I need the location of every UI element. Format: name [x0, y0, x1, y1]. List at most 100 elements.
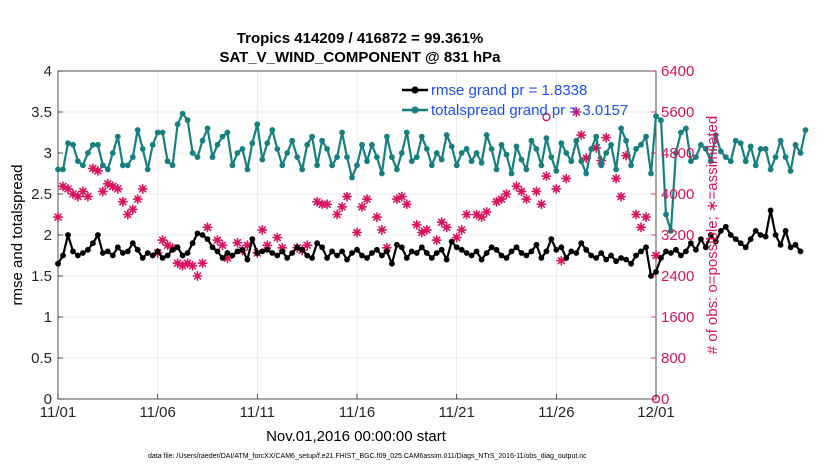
totalspread-point [194, 154, 201, 161]
rmse-point [767, 207, 774, 214]
totalspread-point [184, 117, 191, 124]
totalspread-point [398, 150, 405, 156]
assimilated-obs-marker [431, 235, 442, 246]
totalspread-point [214, 141, 221, 148]
assimilated-obs-marker [416, 227, 427, 238]
rmse-point [369, 250, 375, 256]
totalspread-point [394, 166, 400, 173]
totalspread-point [498, 141, 505, 148]
rmse-point [144, 250, 151, 256]
rmse-point [408, 248, 415, 255]
totalspread-series [55, 110, 809, 234]
assimilated-obs-marker [361, 194, 373, 205]
rmse-point [104, 248, 111, 255]
assimilated-obs-marker [87, 163, 98, 174]
totalspread-point [104, 166, 111, 173]
assimilated-obs-marker [177, 260, 188, 271]
rmse-point [513, 244, 520, 251]
assimilated-obs-marker [516, 186, 527, 197]
rmse-point [493, 246, 500, 253]
totalspread-point [199, 137, 206, 144]
x-tick-label: 11/01 [40, 404, 76, 421]
totalspread-point [787, 168, 794, 174]
right-axis: 0 800 1600 2400 3200 4000 4800 5600 6400 [651, 63, 694, 408]
totalspread-point [423, 146, 430, 152]
rmse-point [229, 252, 236, 259]
rmse-point [578, 240, 585, 247]
totalspread-point [134, 127, 141, 133]
rmse-point [254, 250, 261, 256]
rmse-point [633, 252, 639, 259]
totalspread-point [463, 146, 470, 152]
y-axis-label-left: rmse and totalspread [9, 165, 26, 306]
rmse-point [309, 255, 315, 261]
totalspread-point [742, 158, 749, 165]
rmse-point [159, 255, 166, 261]
assimilated-obs-marker [212, 235, 223, 246]
rmse-point [324, 255, 330, 261]
assimilated-obs-marker [322, 199, 333, 210]
totalspread-point [219, 133, 226, 140]
totalspread-point [239, 146, 246, 152]
rmse-point [194, 230, 201, 237]
rmse-point [717, 228, 724, 234]
rmse-point [119, 250, 126, 256]
totalspread-point [379, 170, 385, 177]
rmse-point [752, 228, 759, 234]
rmse-point [538, 255, 545, 261]
right-tick-label: 3200 [661, 227, 694, 244]
left-tick-label: 1 [44, 309, 52, 326]
rmse-point [294, 244, 301, 251]
assimilated-obs-marker [107, 181, 118, 192]
rmse-point [757, 232, 764, 238]
rmse-point [284, 255, 291, 261]
totalspread-point [558, 140, 565, 147]
footer-data-file: data file: /Users/raeder/DAI/ATM_forcXX/… [148, 453, 587, 460]
totalspread-point [408, 158, 415, 165]
assimilated-obs-marker [192, 270, 203, 282]
totalspread-point [279, 162, 286, 169]
rmse-point [109, 252, 116, 259]
assimilated-obs-marker [117, 196, 128, 207]
rmse-point [394, 241, 400, 248]
rmse-point [543, 248, 550, 255]
assimilated-obs-marker [541, 171, 552, 182]
totalspread-point [618, 125, 624, 132]
rmse-point [772, 232, 779, 238]
rmse-point [224, 250, 231, 256]
rmse-point [264, 246, 271, 253]
assimilated-obs-marker [232, 237, 243, 248]
totalspread-point [119, 162, 126, 169]
totalspread-point [698, 141, 704, 148]
totalspread-point [518, 156, 525, 163]
totalspread-point [443, 132, 450, 138]
assimilated-obs-marker [127, 204, 138, 215]
totalspread-point [513, 143, 520, 150]
totalspread-point [428, 162, 435, 169]
legend-spread-marker [411, 106, 419, 114]
assimilated-obs-marker [421, 224, 432, 235]
assimilated-obs-marker [471, 209, 482, 220]
rmse-point [319, 244, 325, 251]
totalspread-point [732, 137, 739, 144]
totalspread-point [139, 146, 146, 152]
rmse-point [503, 255, 510, 261]
rmse-point [463, 250, 470, 256]
assimilated-obs-marker [257, 224, 268, 235]
rmse-point [573, 250, 580, 256]
rmse-point [398, 244, 405, 251]
totalspread-point [712, 132, 719, 138]
totalspread-point [389, 154, 395, 161]
assimilated-obs-marker [376, 224, 387, 235]
totalspread-point [299, 166, 306, 173]
right-tick-label: 0 [661, 391, 669, 408]
totalspread-point [488, 146, 495, 152]
totalspread-point [528, 137, 535, 144]
rmse-point [389, 260, 395, 267]
totalspread-point [633, 146, 639, 152]
totalspread-point [702, 146, 709, 152]
totalspread-point [179, 110, 186, 117]
totalspread-point [543, 135, 550, 142]
totalspread-point [169, 162, 176, 169]
totalspread-point [304, 141, 311, 148]
